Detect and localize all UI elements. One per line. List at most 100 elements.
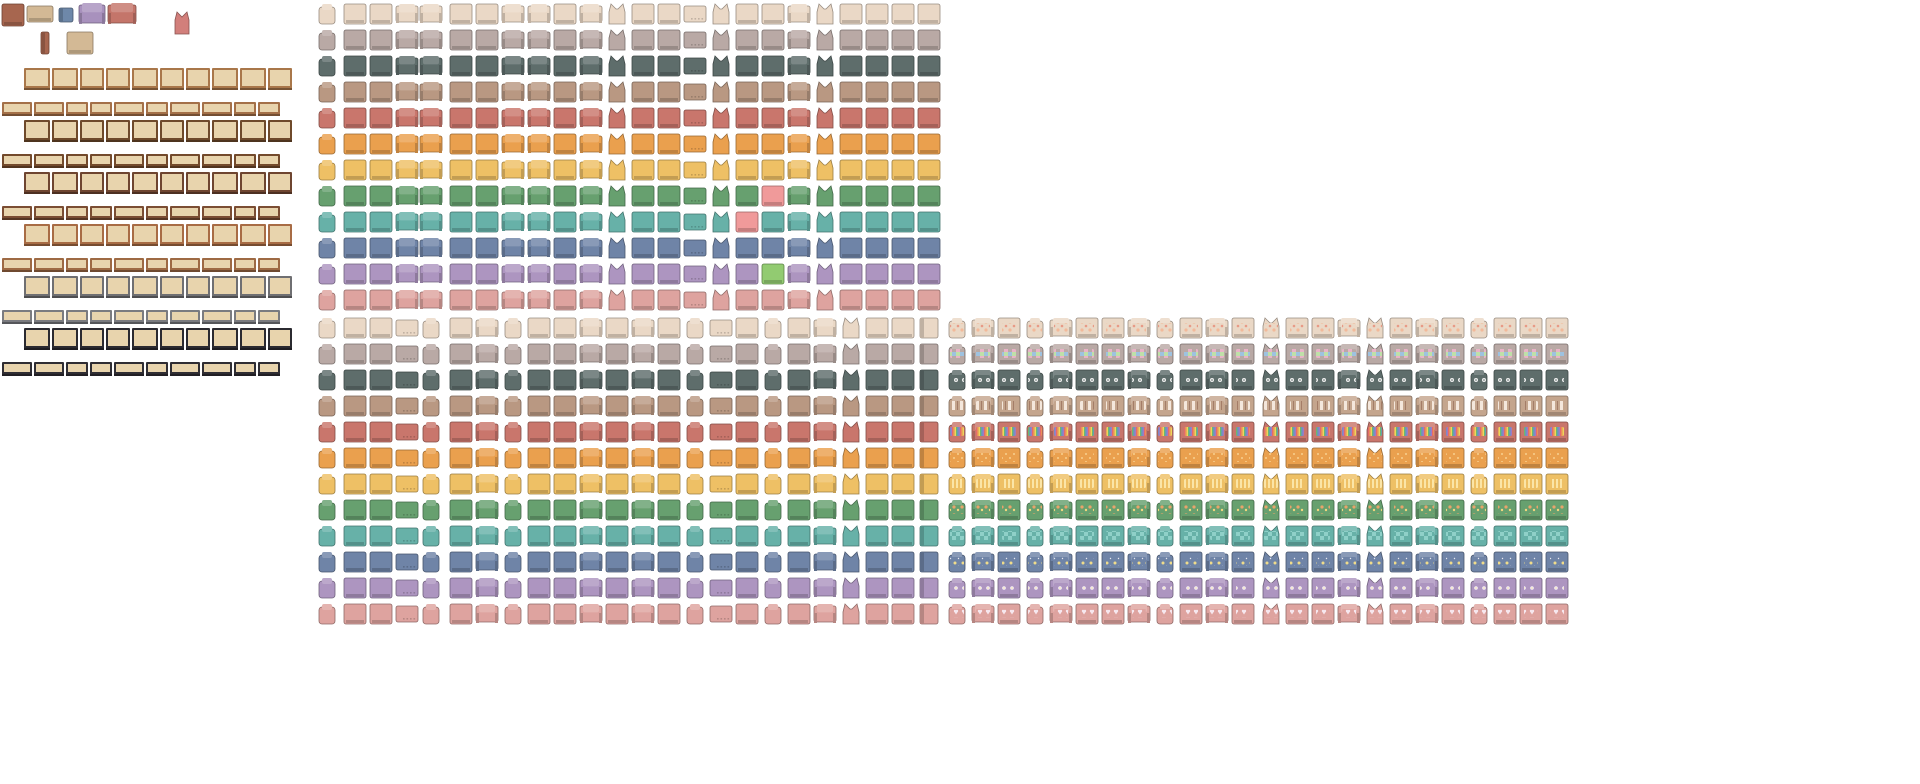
crib-sprite (170, 310, 200, 324)
patterned-sofa-sprite (1441, 551, 1465, 573)
patterned-sofa-sprite (1366, 473, 1384, 495)
sofa-sprite (735, 81, 759, 103)
patterned-sofa-sprite (1127, 422, 1151, 441)
patterned-sofa-row (948, 551, 1569, 573)
sofa-sprite (449, 3, 473, 25)
sofa-sprite (579, 186, 603, 205)
misc-sprite-4 (107, 3, 137, 24)
patterned-sofa-sprite (1366, 447, 1384, 469)
patterned-sofa-sprite (1127, 370, 1151, 389)
patterned-sofa-sprite (1156, 370, 1174, 391)
sofa-sprite (787, 264, 811, 283)
patterned-sofa-sprite (1262, 473, 1280, 495)
sofa-sprite (735, 55, 759, 77)
patterned-sofa-sprite (948, 526, 966, 547)
patterned-sofa-sprite (1545, 317, 1569, 339)
patterned-sofa-sprite (997, 577, 1021, 599)
misc-sprite-0 (1, 3, 25, 27)
sofa-sprite (527, 134, 551, 153)
sofa-sprite (917, 133, 941, 155)
patterned-sofa-sprite (1205, 344, 1229, 363)
crib-sprite (258, 154, 280, 168)
sofa-sprite (761, 3, 785, 25)
sofa-sprite (475, 237, 499, 259)
patterned-sofa-sprite (1337, 318, 1361, 337)
patterned-sofa-sprite (1519, 603, 1543, 625)
sofa-sprite (369, 133, 393, 155)
patterned-sofa-sprite (1231, 447, 1255, 469)
crib-sprite (24, 224, 50, 246)
sofa-sprite (735, 211, 759, 233)
sofa-sprite (816, 29, 834, 51)
patterned-sofa-sprite (1156, 448, 1174, 469)
patterned-sofa-sprite (1366, 343, 1384, 365)
patterned-sofa-sprite (948, 318, 966, 339)
sofa-sprite (865, 81, 889, 103)
patterned-sofa-sprite (1337, 448, 1361, 467)
crib-sprite (2, 362, 32, 376)
patterned-sofa-sprite (1026, 396, 1044, 417)
crib-sprite (2, 258, 32, 272)
crib-sprite (234, 362, 256, 376)
crib-sprite (170, 362, 200, 376)
patterned-sofa-sprite (1049, 604, 1073, 623)
patterned-sofa-sprite (1470, 526, 1488, 547)
sofa-sprite (318, 160, 336, 181)
patterned-sofa-sprite (1156, 422, 1174, 443)
patterned-sofa-sprite (1389, 551, 1413, 573)
patterned-sofa-sprite (1337, 552, 1361, 571)
sofa-sprite (712, 185, 730, 207)
patterned-sofa-sprite (1545, 577, 1569, 599)
sofa-sprite (816, 107, 834, 129)
patterned-sofa-sprite (1101, 317, 1125, 339)
sofa-sprite (712, 3, 730, 25)
patterned-sofa-sprite (1231, 551, 1255, 573)
crib-sprite (212, 172, 238, 194)
patterned-sofa-sprite (1441, 447, 1465, 469)
patterned-sofa-sprite (1179, 499, 1203, 521)
crib-sprite (90, 206, 112, 220)
crib-row (2, 206, 280, 220)
patterned-sofa-sprite (1311, 603, 1335, 625)
sofa-sprite (553, 55, 577, 77)
crib-sprite (2, 154, 32, 168)
patterned-sofa-sprite (1156, 578, 1174, 599)
patterned-sofa-sprite (1285, 525, 1309, 547)
patterned-sofa-sprite (1519, 343, 1543, 365)
crib-sprite (234, 258, 256, 272)
crib-sprite (146, 258, 168, 272)
patterned-sofa-sprite (1470, 448, 1488, 469)
patterned-sofa-sprite (1075, 369, 1099, 391)
sofa-sprite (475, 29, 499, 51)
crib-sprite (24, 276, 50, 298)
patterned-sofa-sprite (1366, 499, 1384, 521)
patterned-sofa-sprite (1470, 604, 1488, 625)
patterned-sofa-sprite (1231, 473, 1255, 495)
patterned-sofa-sprite (1262, 317, 1280, 339)
sofa-sprite (761, 159, 785, 181)
patterned-sofa-sprite (1231, 343, 1255, 365)
crib-sprite (90, 310, 112, 324)
sofa-sprite (395, 82, 419, 101)
crib-sprite (202, 102, 232, 116)
sofa-sprite (891, 237, 915, 259)
patterned-sofa-sprite (1231, 577, 1255, 599)
sofa-sprite (369, 237, 393, 259)
crib-sprite (90, 102, 112, 116)
crib-sprite (34, 362, 64, 376)
patterned-sofa-sprite (1127, 448, 1151, 467)
patterned-sofa-sprite (1026, 422, 1044, 443)
patterned-sofa-sprite (1441, 421, 1465, 443)
crib-sprite (258, 310, 280, 324)
patterned-sofa-sprite (997, 499, 1021, 521)
sofa-sprite (865, 263, 889, 285)
sofa-sprite (735, 263, 759, 285)
crib-sprite (186, 328, 210, 350)
sofa-row (318, 211, 941, 233)
crib-sprite (258, 102, 280, 116)
patterned-sofa-sprite (1156, 604, 1174, 625)
sofa-sprite (608, 55, 626, 77)
sofa-sprite (657, 81, 681, 103)
sofa-sprite (712, 29, 730, 51)
patterned-sofa-sprite (1441, 525, 1465, 547)
